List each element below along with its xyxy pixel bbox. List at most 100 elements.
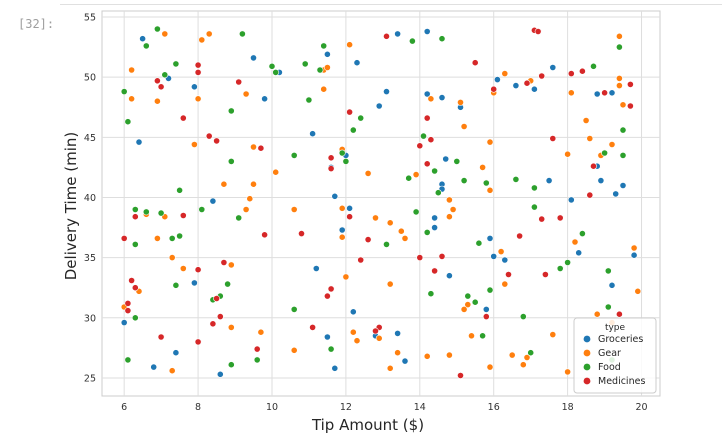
- x-tick-label: 6: [121, 402, 127, 413]
- point-gear: [128, 66, 135, 74]
- y-axis-label: Delivery Time (min): [62, 132, 80, 281]
- legend-box: [573, 317, 657, 394]
- point-medicines: [423, 114, 431, 122]
- point-medicines: [556, 214, 564, 222]
- point-food: [301, 60, 309, 68]
- legend-label-food: Food: [598, 362, 621, 373]
- point-gear: [386, 219, 394, 227]
- point-groceries: [190, 279, 198, 287]
- point-food: [438, 35, 446, 43]
- point-gear: [250, 180, 257, 188]
- point-groceries: [120, 319, 128, 326]
- point-gear: [593, 310, 601, 318]
- point-medicines: [416, 142, 424, 150]
- point-groceries: [575, 249, 583, 257]
- point-medicines: [523, 79, 531, 87]
- point-groceries: [312, 265, 320, 272]
- point-gear: [412, 171, 420, 178]
- point-medicines: [131, 284, 139, 292]
- point-food: [320, 42, 328, 50]
- point-gear: [523, 354, 531, 361]
- point-gear: [386, 280, 394, 288]
- point-medicines: [590, 162, 597, 170]
- point-medicines: [549, 135, 557, 142]
- point-medicines: [194, 61, 202, 69]
- cell-top-border: [60, 0, 722, 5]
- point-gear: [372, 214, 379, 222]
- y-tick-label: 30: [84, 313, 96, 324]
- point-food: [272, 69, 280, 76]
- point-food: [124, 118, 132, 126]
- point-gear: [445, 196, 453, 204]
- point-groceries: [423, 28, 431, 35]
- point-gear: [445, 213, 453, 221]
- point-food: [357, 114, 365, 122]
- point-food: [590, 62, 597, 70]
- point-food: [601, 149, 608, 157]
- point-gear: [364, 169, 372, 177]
- point-food: [471, 298, 479, 306]
- legend: type Groceries Gear Food Medicines: [573, 317, 657, 394]
- point-gear: [346, 41, 353, 49]
- point-food: [224, 280, 231, 288]
- point-food: [619, 151, 627, 159]
- point-food: [556, 265, 564, 272]
- y-tick-label: 35: [84, 253, 96, 264]
- point-gear: [508, 351, 516, 359]
- x-tick-label: 18: [562, 402, 574, 413]
- point-medicines: [538, 215, 546, 223]
- point-medicines: [261, 231, 268, 239]
- point-groceries: [445, 272, 453, 280]
- point-medicines: [253, 345, 261, 353]
- point-medicines: [627, 81, 634, 88]
- point-medicines: [505, 271, 512, 278]
- point-medicines: [357, 256, 365, 264]
- legend-marker-medicines: [583, 377, 591, 385]
- point-food: [176, 232, 183, 240]
- point-groceries: [567, 196, 575, 204]
- point-food: [464, 292, 472, 300]
- point-medicines: [220, 259, 228, 266]
- point-food: [124, 356, 132, 364]
- point-gear: [194, 95, 202, 103]
- point-gear: [586, 135, 594, 142]
- point-gear: [168, 254, 176, 261]
- point-groceries: [323, 50, 331, 58]
- point-gear: [168, 367, 176, 375]
- point-gear: [386, 364, 394, 372]
- x-axis-label: Tip Amount ($): [311, 416, 424, 434]
- x-tick-label: 20: [635, 402, 647, 413]
- point-groceries: [608, 89, 616, 97]
- point-food: [579, 230, 586, 237]
- point-gear: [250, 143, 257, 151]
- point-food: [131, 206, 139, 213]
- point-gear: [616, 75, 623, 82]
- point-gear: [497, 248, 505, 255]
- legend-marker-gear: [583, 349, 591, 357]
- point-gear: [634, 287, 642, 295]
- point-gear: [423, 352, 431, 360]
- point-medicines: [586, 191, 594, 199]
- y-tick-labels: 25 30 35 40 45 50 55: [84, 13, 96, 385]
- point-groceries: [139, 35, 146, 43]
- point-medicines: [205, 132, 213, 140]
- y-tick-label: 25: [84, 373, 96, 384]
- legend-label-groceries: Groceries: [598, 334, 643, 345]
- data-points: [120, 25, 642, 379]
- point-gear: [323, 64, 331, 71]
- point-food: [460, 177, 468, 184]
- point-medicines: [124, 299, 132, 307]
- point-food: [227, 361, 235, 369]
- point-gear: [619, 101, 627, 109]
- point-gear: [401, 234, 409, 242]
- point-groceries: [309, 130, 316, 138]
- point-medicines: [579, 67, 586, 75]
- point-food: [408, 37, 416, 45]
- point-groceries: [331, 192, 339, 200]
- point-medicines: [124, 307, 132, 314]
- y-tick-label: 50: [84, 73, 96, 84]
- point-food: [338, 149, 346, 157]
- point-gear: [486, 186, 494, 194]
- point-groceries: [512, 82, 520, 89]
